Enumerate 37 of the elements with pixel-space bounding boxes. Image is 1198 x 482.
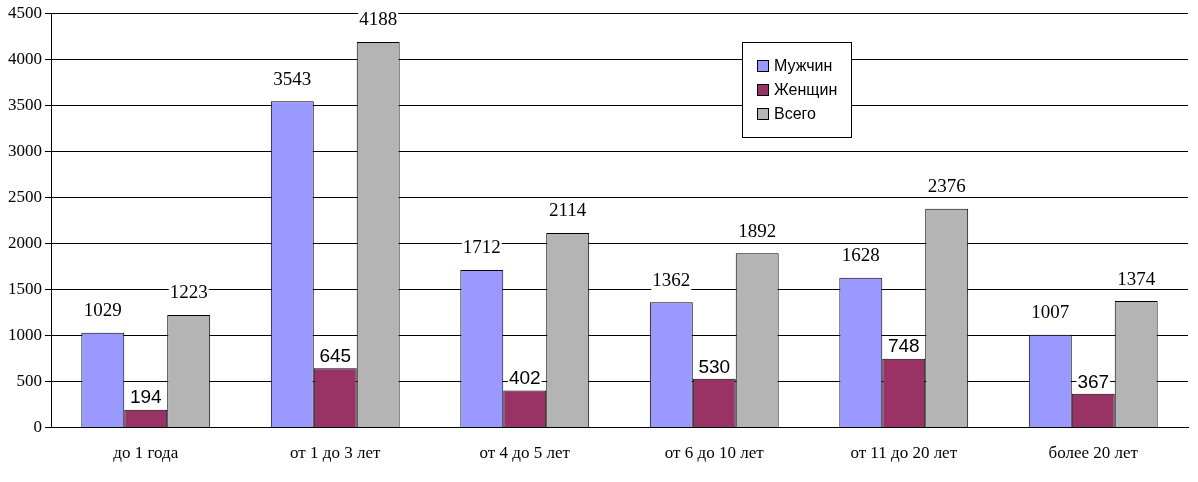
data-label: 194 bbox=[129, 386, 163, 408]
data-label: 1712 bbox=[462, 236, 501, 258]
y-tick-label: 1000 bbox=[8, 324, 42, 344]
data-label: 1007 bbox=[1031, 301, 1070, 323]
data-label: 2376 bbox=[927, 175, 966, 197]
data-label: 2114 bbox=[549, 199, 587, 221]
data-label: 402 bbox=[508, 367, 541, 389]
data-label: 1223 bbox=[169, 281, 208, 303]
data-label: 1628 bbox=[841, 244, 880, 266]
data-label: 645 bbox=[319, 344, 352, 366]
data-label: 748 bbox=[887, 335, 920, 357]
y-tick-label: 4500 bbox=[8, 2, 42, 22]
legend-label: Женщин bbox=[774, 81, 838, 99]
x-tick-label: от 4 до 5 лет bbox=[479, 443, 571, 463]
y-tick-label: 2000 bbox=[8, 232, 42, 252]
data-label: 1374 bbox=[1117, 267, 1156, 289]
legend-label: Всего bbox=[774, 105, 816, 123]
y-tick-label: 1500 bbox=[8, 278, 42, 298]
x-tick-label: от 11 до 20 лет bbox=[850, 443, 958, 463]
y-tick-label: 0 bbox=[33, 417, 42, 437]
data-label: 530 bbox=[698, 355, 731, 377]
data-label: 1362 bbox=[652, 268, 691, 290]
y-tick-label: 3500 bbox=[8, 94, 42, 114]
data-label: 1029 bbox=[83, 299, 122, 321]
y-tick-label: 500 bbox=[16, 371, 42, 391]
data-label: 1892 bbox=[738, 219, 777, 241]
x-tick-label: от 6 до 10 лет bbox=[664, 443, 765, 463]
x-tick-label: от 1 до 3 лет bbox=[290, 443, 381, 463]
data-label: 4188 bbox=[359, 8, 398, 30]
y-tick-label: 4000 bbox=[8, 48, 42, 68]
y-tick-label: 2500 bbox=[8, 186, 42, 206]
y-tick-label: 3000 bbox=[8, 140, 42, 160]
legend-label: Мужчин bbox=[774, 57, 833, 75]
x-tick-label: более 20 лет bbox=[1048, 443, 1139, 463]
data-label: 3543 bbox=[273, 67, 312, 89]
x-tick-label: до 1 года bbox=[113, 443, 179, 463]
data-label: 367 bbox=[1077, 370, 1110, 392]
